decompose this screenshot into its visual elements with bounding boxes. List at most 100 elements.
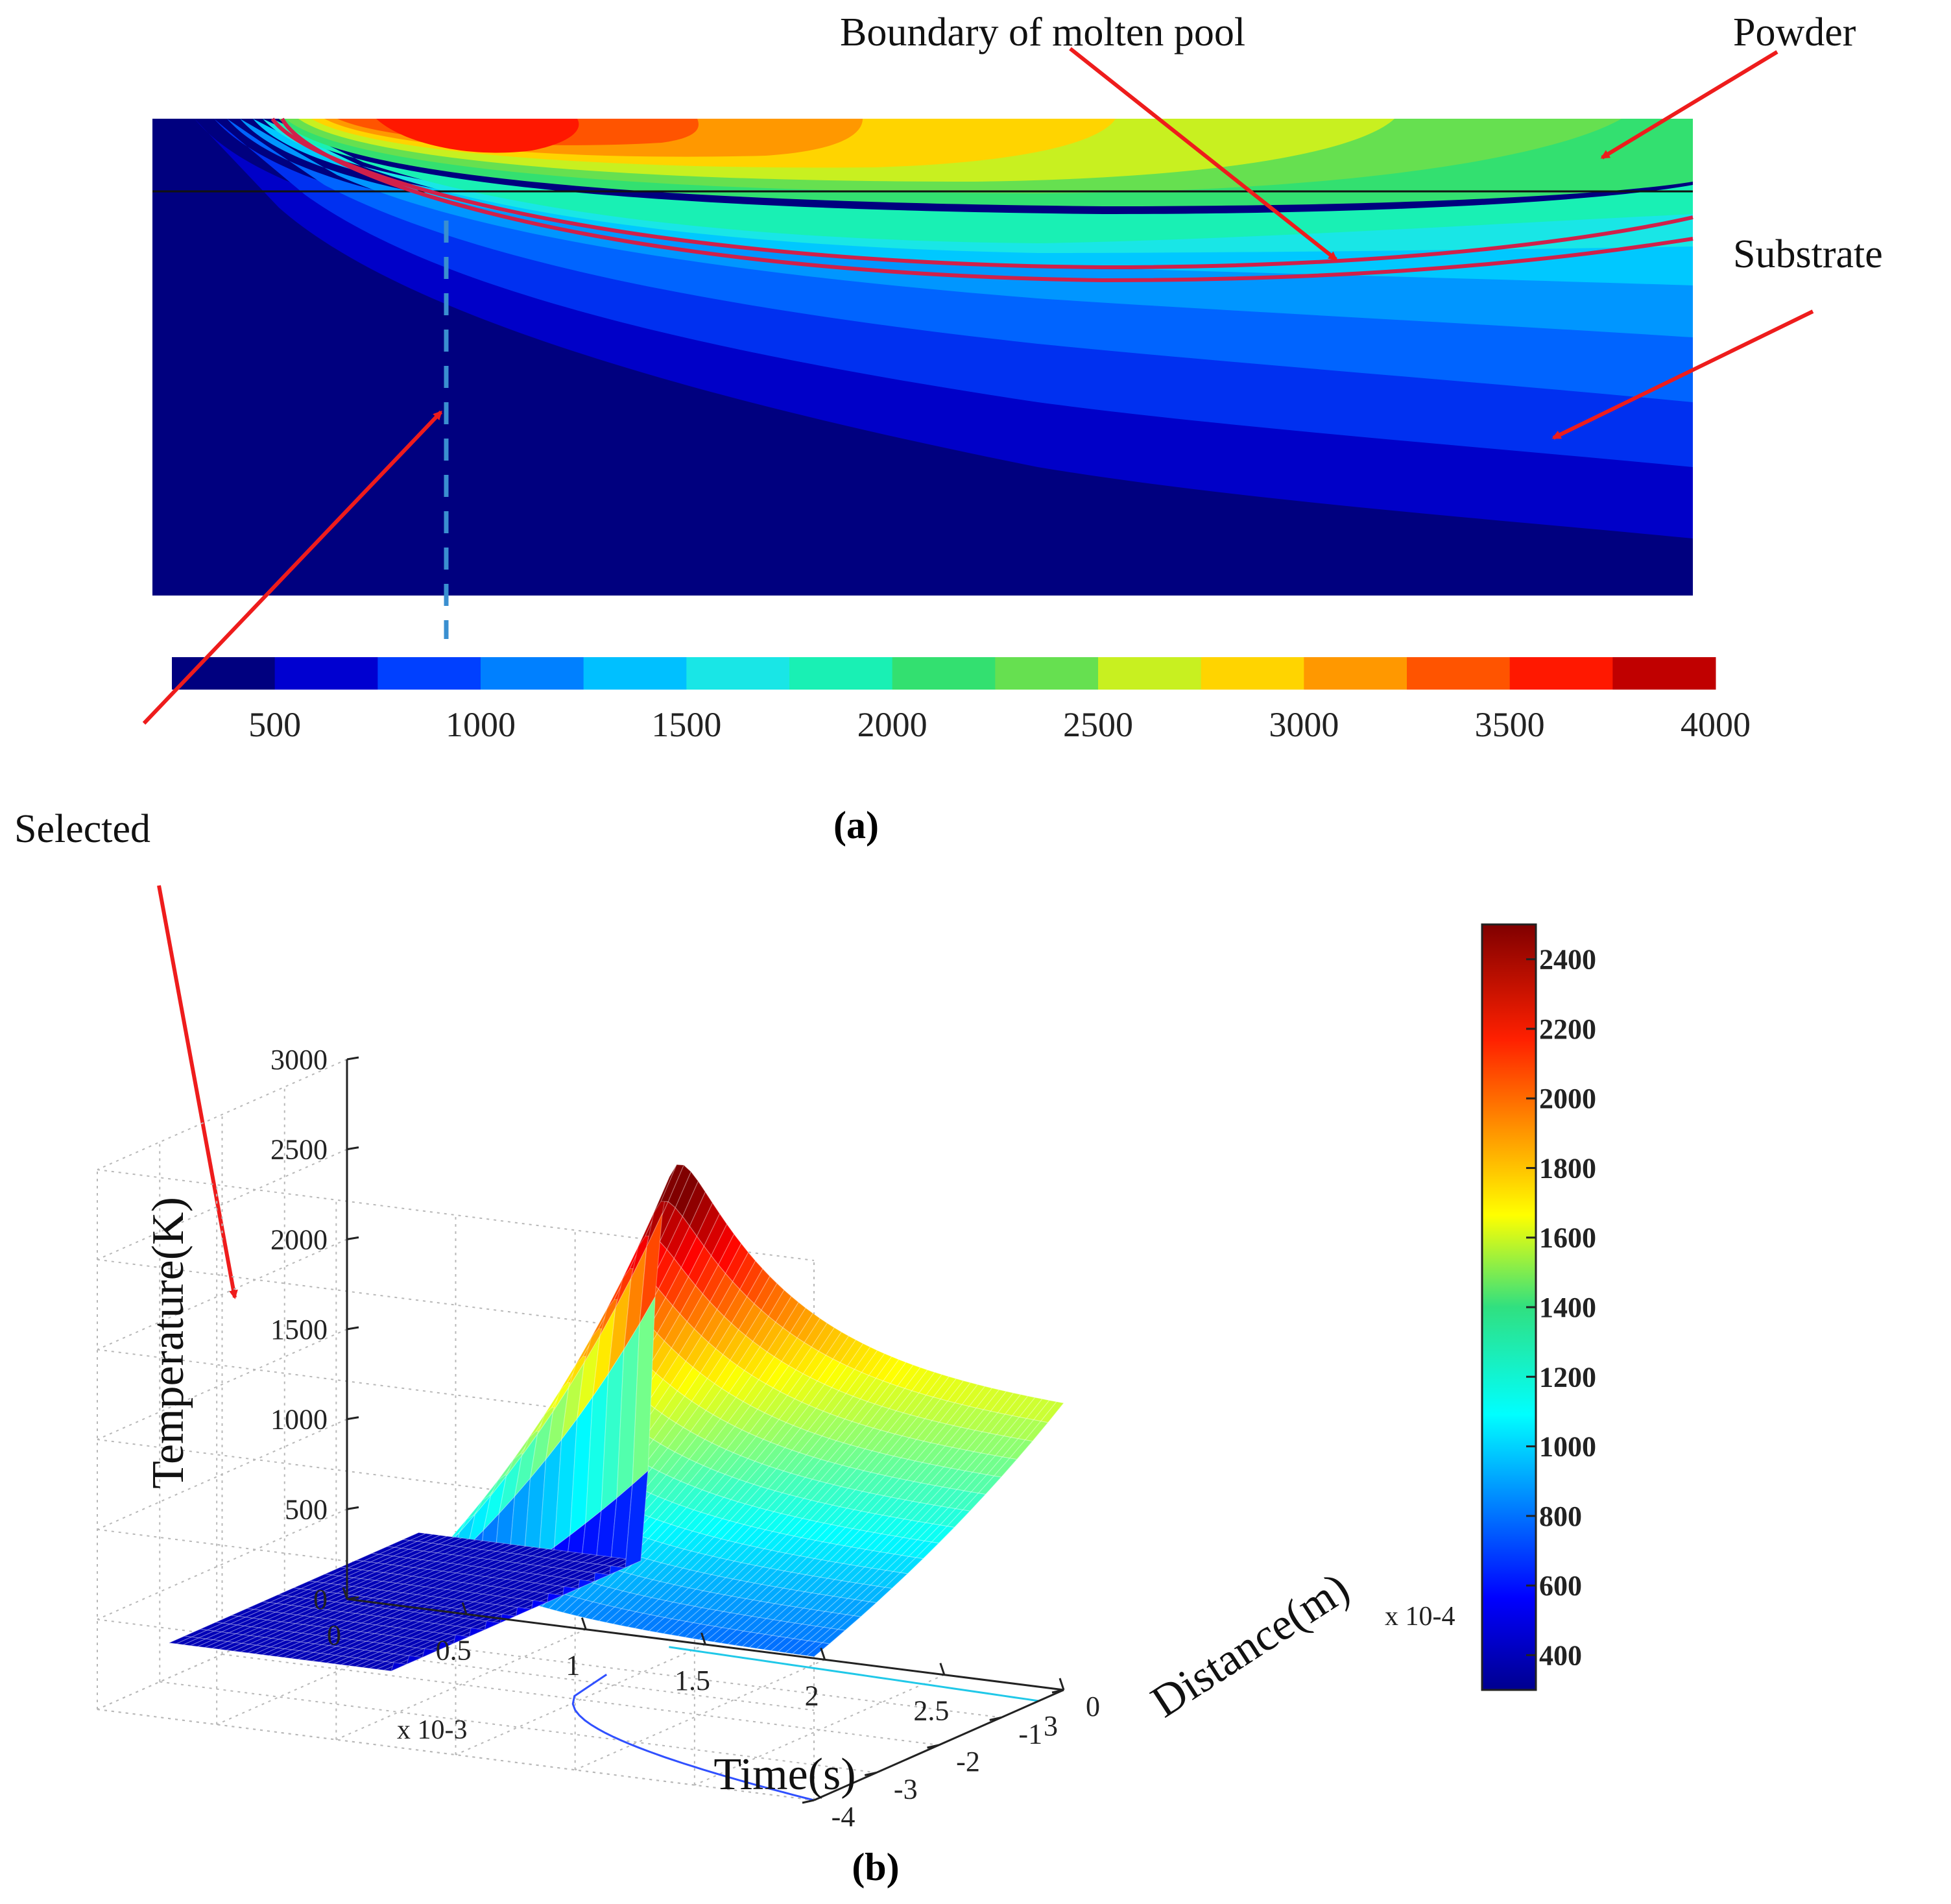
arrow-substrate (1551, 309, 1814, 440)
grid-line (216, 1613, 467, 1726)
surface-patch (915, 1541, 940, 1560)
colorbar-b-ticks: 400 600 800 1000 1200 1400 1600 1800 2000 2200 240… (1526, 944, 1596, 1671)
x-tick-label: 2 (805, 1680, 819, 1711)
contour-bands (195, 119, 1693, 538)
annotation-powder: Powder (1733, 10, 1856, 54)
colorbar-a-swatch (1612, 657, 1716, 690)
z-tick-label: 500 (285, 1493, 328, 1525)
colorbar-b-tick-label: 1200 (1539, 1361, 1596, 1393)
colorbar-a-swatch (377, 657, 481, 690)
grid-line (97, 1059, 348, 1170)
x-tick (939, 1663, 946, 1676)
y-tick-label: -1 (1018, 1718, 1042, 1750)
x-tick-label: 2.5 (913, 1695, 949, 1727)
y-tick (927, 1744, 939, 1749)
grid-line (97, 1418, 348, 1530)
annotation-selected: Selected (14, 807, 150, 851)
grid-line (97, 1238, 348, 1351)
grid-line (97, 1329, 348, 1440)
z-tick (346, 1326, 359, 1331)
colorbar-b-tick-label: 600 (1539, 1570, 1582, 1602)
colorbar-a-swatch (995, 657, 1099, 690)
colorbar-a-swatch (686, 657, 790, 690)
y-tick-label: 0 (1086, 1691, 1100, 1722)
colorbar-a-tick-label: 1500 (651, 705, 721, 744)
colorbar-a-swatch (1201, 657, 1304, 690)
colorbar-b-tick-label: 1000 (1539, 1431, 1596, 1463)
colorbar-a-tick-label: 1000 (446, 705, 516, 744)
x-tick (1059, 1678, 1065, 1691)
x-multiplier: x 10-3 (397, 1715, 468, 1745)
annotation-substrate: Substrate (1733, 232, 1883, 276)
grid-line (575, 1659, 826, 1771)
colorbar-a-tick-label: 500 (248, 705, 301, 744)
z-axis-label: Temperature(K) (143, 1197, 193, 1489)
colorbar-b-tick-label: 800 (1539, 1500, 1582, 1532)
colorbar-a-swatch (481, 657, 584, 690)
y-multiplier: x 10-4 (1385, 1602, 1455, 1632)
colorbar-a-tick-label: 2000 (857, 705, 928, 744)
caption-b: (b) (852, 1846, 899, 1888)
grid-line (335, 1628, 586, 1741)
x-tick (820, 1647, 826, 1660)
grid-line (97, 1148, 348, 1260)
y-tick (802, 1799, 815, 1804)
arrow-boundary (1069, 47, 1338, 261)
x-tick-label: 1 (566, 1650, 580, 1681)
axes-box (97, 1059, 1064, 1801)
floor-contour (571, 1674, 815, 1802)
surface-plot (167, 1164, 1065, 1802)
colorbar-a-swatch (892, 657, 996, 690)
axes-b: 0 0.5 1 1.5 2 2.5 30-1-2-3-4050010001500200025… (270, 1044, 1100, 1833)
colorbar-b-tick-label: 1600 (1539, 1222, 1596, 1254)
colorbar-b-tick-label: 1400 (1539, 1292, 1596, 1323)
z-tick-label: 1000 (270, 1404, 328, 1436)
annotation-boundary: Boundary of molten pool (840, 10, 1245, 54)
colorbar-a (172, 657, 1716, 690)
surface-patch (1040, 1401, 1065, 1423)
colorbar-b-tick-label: 2400 (1539, 944, 1596, 976)
molten-pool-boundary-line (280, 117, 1694, 283)
x-tick-label: 0.5 (436, 1634, 472, 1666)
colorbar-b-tick-label: 400 (1539, 1639, 1582, 1671)
colorbar-a-tick-label: 4000 (1681, 705, 1751, 744)
z-tick (346, 1416, 359, 1421)
y-tick-label: -2 (956, 1746, 980, 1777)
z-tick-label: 2000 (270, 1223, 328, 1255)
caption-a: (a) (833, 804, 879, 847)
floor-contour (669, 1646, 1039, 1702)
z-tick-label: 0 (313, 1584, 328, 1615)
z-tick (346, 1506, 359, 1510)
x-tick (700, 1632, 706, 1645)
y-tick (1051, 1689, 1064, 1694)
y-tick (864, 1772, 877, 1776)
y-tick-label: -4 (832, 1801, 856, 1833)
z-tick (346, 1146, 359, 1151)
colorbar-a-tick-label: 3500 (1475, 705, 1545, 744)
x-tick (342, 1587, 348, 1600)
z-tick (346, 1056, 359, 1061)
colorbar-a-tick-label: 2500 (1063, 705, 1133, 744)
colorbar-b-tick-label: 1800 (1539, 1152, 1596, 1184)
z-tick-label: 1500 (270, 1314, 328, 1345)
surface-patch (806, 1642, 831, 1657)
z-tick (346, 1596, 359, 1600)
panel-a-contour: 500 1000 1500 2000 2500 3000 3500 4000 (152, 117, 1751, 744)
colorbar-a-swatch (172, 657, 276, 690)
colorbar-a-swatch (1098, 657, 1202, 690)
z-tick (346, 1236, 359, 1240)
x-tick (461, 1602, 468, 1615)
x-tick (581, 1617, 587, 1630)
panel-b-surface: 0 0.5 1 1.5 2 2.5 30-1-2-3-4050010001500200025… (97, 923, 1596, 1833)
colorbar-a-tick-label: 3000 (1269, 705, 1339, 744)
grid-line (97, 1508, 348, 1621)
colorbar-a-swatch (1407, 657, 1511, 690)
x-tick-label: 3 (1044, 1710, 1058, 1742)
y-tick-label: -3 (894, 1774, 918, 1805)
z-tick-label: 2500 (270, 1134, 328, 1166)
molten-pool-boundary-line (270, 117, 1694, 270)
colorbar-a-swatch (1509, 657, 1613, 690)
colorbar-a-swatch (1304, 657, 1407, 690)
y-axis-label: Distance(m) (1143, 1563, 1358, 1728)
y-tick (989, 1717, 1002, 1721)
